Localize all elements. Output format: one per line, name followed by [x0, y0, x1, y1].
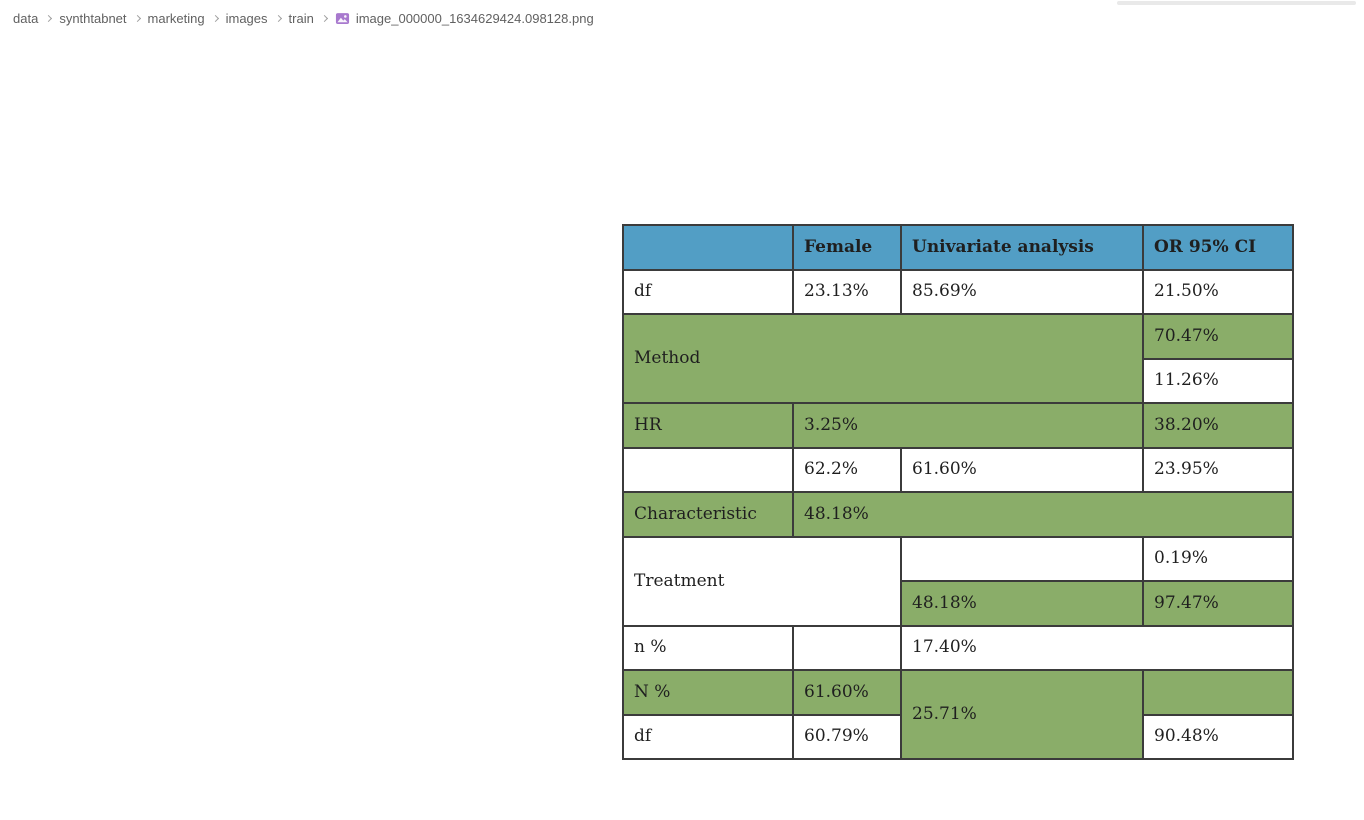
chevron-right-icon: [274, 14, 282, 22]
chevron-right-icon: [320, 14, 328, 22]
horizontal-scrollbar-thumb[interactable]: [1117, 1, 1356, 5]
cell-h4-or-95-ci: OR 95% CI: [1142, 224, 1294, 271]
cell-r5c4: 23.95%: [1142, 446, 1294, 493]
cell-r1c3: 85.69%: [900, 268, 1144, 315]
chevron-right-icon: [45, 14, 53, 22]
cell-r4c4: 38.20%: [1142, 402, 1294, 449]
table-row: df 23.13% 85.69% 21.50%: [622, 268, 1294, 315]
table-row: n % 17.40%: [622, 624, 1294, 671]
table-row: Characteristic 48.18%: [622, 491, 1294, 538]
table-header-row: Female Univariate analysis OR 95% CI: [622, 224, 1294, 271]
table-row: 62.2% 61.60% 23.95%: [622, 446, 1294, 493]
data-table: Female Univariate analysis OR 95% CI df …: [622, 224, 1294, 760]
cell-r3c4: 11.26%: [1142, 357, 1294, 404]
cell-r6c1: Characteristic: [622, 491, 794, 538]
cell-r8c4: 97.47%: [1142, 580, 1294, 627]
table-row: N % 61.60% 25.71%: [622, 669, 1294, 760]
table-row: 48.18% 97.47%: [623, 580, 1294, 627]
image-file-icon: [335, 10, 351, 26]
cell-treatment: Treatment: [622, 535, 902, 627]
breadcrumb-item-data[interactable]: data: [13, 10, 39, 26]
cell-r6c234: 48.18%: [792, 491, 1294, 538]
breadcrumb-item-train[interactable]: train: [288, 10, 314, 26]
cell-r10c3: 25.71%: [900, 669, 1144, 760]
cell-r9c34: 17.40%: [900, 624, 1294, 671]
breadcrumb-item-marketing[interactable]: marketing: [147, 10, 205, 26]
cell-method: Method: [622, 313, 1144, 404]
cell-r4c1: HR: [622, 402, 794, 449]
cell-r5c1: [622, 446, 794, 493]
breadcrumb-item-synthtabnet[interactable]: synthtabnet: [59, 10, 127, 26]
cell-r2c4: 70.47%: [1142, 313, 1294, 360]
cell-r11c4: 90.48%: [1142, 713, 1294, 760]
cell-r1c2: 23.13%: [792, 268, 902, 315]
chevron-right-icon: [211, 14, 219, 22]
table-row: 11.26%: [623, 357, 1294, 404]
cell-r11c2: 60.79%: [792, 713, 902, 760]
cell-r9c1: n %: [622, 624, 794, 671]
cell-r1c1: df: [622, 268, 794, 315]
chevron-right-icon: [133, 14, 141, 22]
cell-r4c23: 3.25%: [792, 402, 1144, 449]
table-row: df 60.79% 90.48%: [622, 713, 1294, 760]
cell-r9c2: [792, 624, 902, 671]
breadcrumb-item-file[interactable]: image_000000_1634629424.098128.png: [335, 10, 594, 26]
cell-h2-female: Female: [792, 224, 902, 271]
breadcrumb-file-label: image_000000_1634629424.098128.png: [355, 10, 594, 26]
cell-r5c2: 62.2%: [792, 446, 902, 493]
cell-r7c3: [900, 535, 1144, 582]
cell-r11c1: df: [622, 713, 794, 760]
table-row: Method 70.47%: [622, 313, 1294, 404]
cell-r8c3: 48.18%: [900, 580, 1144, 627]
cell-r10c4: [1142, 669, 1294, 716]
cell-r1c4: 21.50%: [1142, 268, 1294, 315]
cell-r5c3: 61.60%: [900, 446, 1144, 493]
cell-r10c2: 61.60%: [792, 669, 902, 716]
cell-r7c4: 0.19%: [1142, 535, 1294, 582]
table-row: Treatment 0.19%: [622, 535, 1294, 627]
breadcrumb: data synthtabnet marketing images train …: [13, 7, 594, 29]
image-preview: Female Univariate analysis OR 95% CI df …: [622, 224, 1294, 760]
cell-r10c1: N %: [622, 669, 794, 716]
cell-h3-univariate-analysis: Univariate analysis: [900, 224, 1144, 271]
table-row: HR 3.25% 38.20%: [622, 402, 1294, 449]
breadcrumb-item-images[interactable]: images: [225, 10, 268, 26]
cell-h1: [622, 224, 794, 271]
